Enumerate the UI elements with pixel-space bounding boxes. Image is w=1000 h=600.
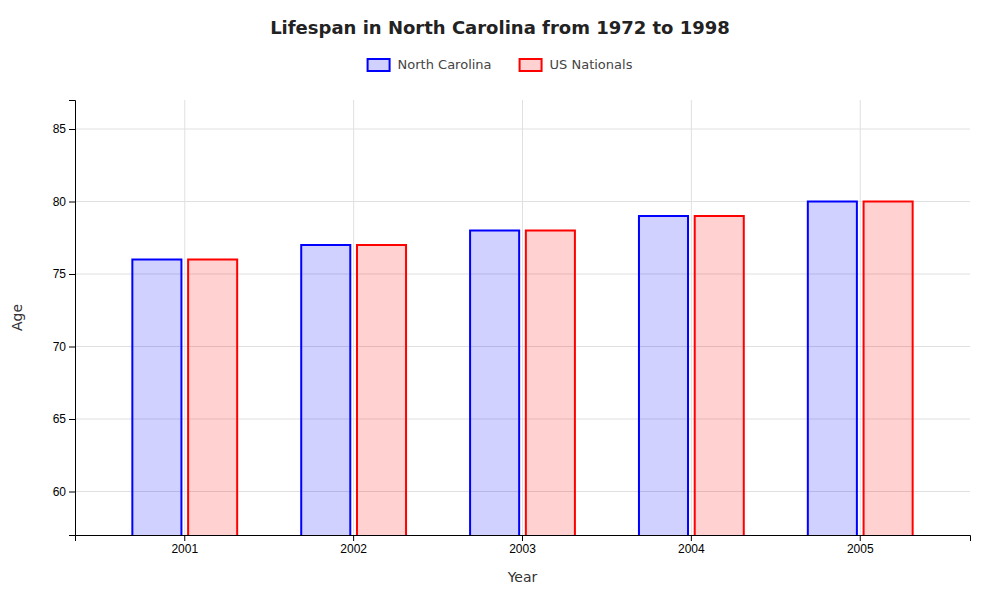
x-tick-label: 2001 bbox=[171, 542, 198, 556]
x-tick-mark bbox=[860, 535, 861, 541]
y-tick-mark bbox=[69, 419, 75, 420]
x-tick-mark bbox=[522, 535, 523, 541]
bar bbox=[808, 202, 857, 536]
x-tick-label: 2004 bbox=[678, 542, 705, 556]
x-tick-mark bbox=[691, 535, 692, 541]
bar bbox=[864, 202, 913, 536]
bars bbox=[132, 202, 912, 536]
x-axis-title: Year bbox=[507, 569, 538, 585]
x-tick: 2004 bbox=[678, 535, 705, 556]
x-tick: 2001 bbox=[171, 535, 198, 556]
legend-label: North Carolina bbox=[398, 57, 492, 72]
bar bbox=[470, 231, 519, 536]
legend: North Carolina US Nationals bbox=[368, 57, 633, 72]
y-tick: 65 bbox=[53, 412, 75, 426]
x-tick: 2002 bbox=[340, 535, 367, 556]
y-axis-title: Age bbox=[9, 304, 25, 331]
y-tick-label: 60 bbox=[53, 485, 67, 499]
y-tick-mark bbox=[69, 274, 75, 275]
x-tick: 2003 bbox=[509, 535, 536, 556]
bar bbox=[188, 260, 237, 536]
x-tick-label: 2002 bbox=[340, 542, 367, 556]
y-tick-mark bbox=[69, 492, 75, 493]
plot: 2001 2002 2003 2004 2005 60 65 70 75 80 85 bbox=[53, 100, 971, 600]
y-tick-label: 80 bbox=[53, 195, 67, 209]
y-tick: 70 bbox=[53, 340, 75, 354]
y-axis: 60 65 70 75 80 85 bbox=[53, 101, 76, 536]
bar bbox=[526, 231, 575, 536]
title: Lifespan in North Carolina from 1972 to … bbox=[270, 17, 730, 38]
bar bbox=[639, 216, 688, 535]
legend-swatch bbox=[520, 59, 542, 71]
x-tick-label: 2005 bbox=[847, 542, 874, 556]
y-axis-line bbox=[69, 101, 76, 536]
y-tick-mark bbox=[69, 129, 75, 130]
y-tick: 60 bbox=[53, 485, 75, 499]
grid-line-x bbox=[522, 100, 523, 535]
y-tick: 75 bbox=[53, 267, 75, 281]
legend-swatch bbox=[368, 59, 390, 71]
y-tick: 85 bbox=[53, 122, 75, 136]
legend-label: US Nationals bbox=[550, 57, 633, 72]
x-tick: 2005 bbox=[847, 535, 874, 556]
x-axis: 2001 2002 2003 2004 2005 bbox=[76, 535, 971, 556]
grid-line-x bbox=[860, 100, 861, 535]
x-tick-label: 2003 bbox=[509, 542, 536, 556]
bar bbox=[357, 245, 406, 535]
y-tick-label: 70 bbox=[53, 340, 67, 354]
bar bbox=[301, 245, 350, 535]
legend-item: North Carolina bbox=[368, 57, 492, 72]
x-axis-line bbox=[76, 536, 971, 542]
y-tick-mark bbox=[69, 347, 75, 348]
y-tick: 80 bbox=[53, 195, 75, 209]
bar bbox=[132, 260, 181, 536]
x-tick-mark bbox=[184, 535, 185, 541]
x-tick-mark bbox=[353, 535, 354, 541]
grid-line-x bbox=[691, 100, 692, 535]
legend-item: US Nationals bbox=[520, 57, 633, 72]
y-tick-label: 85 bbox=[53, 122, 67, 136]
chart: 2001 2002 2003 2004 2005 60 65 70 75 80 85 Year Age L… bbox=[0, 0, 1000, 600]
bar bbox=[695, 216, 744, 535]
y-tick-label: 65 bbox=[53, 412, 67, 426]
grid-line-x bbox=[184, 100, 185, 535]
y-tick-label: 75 bbox=[53, 267, 67, 281]
y-tick-mark bbox=[69, 202, 75, 203]
grid-line-x bbox=[353, 100, 354, 535]
